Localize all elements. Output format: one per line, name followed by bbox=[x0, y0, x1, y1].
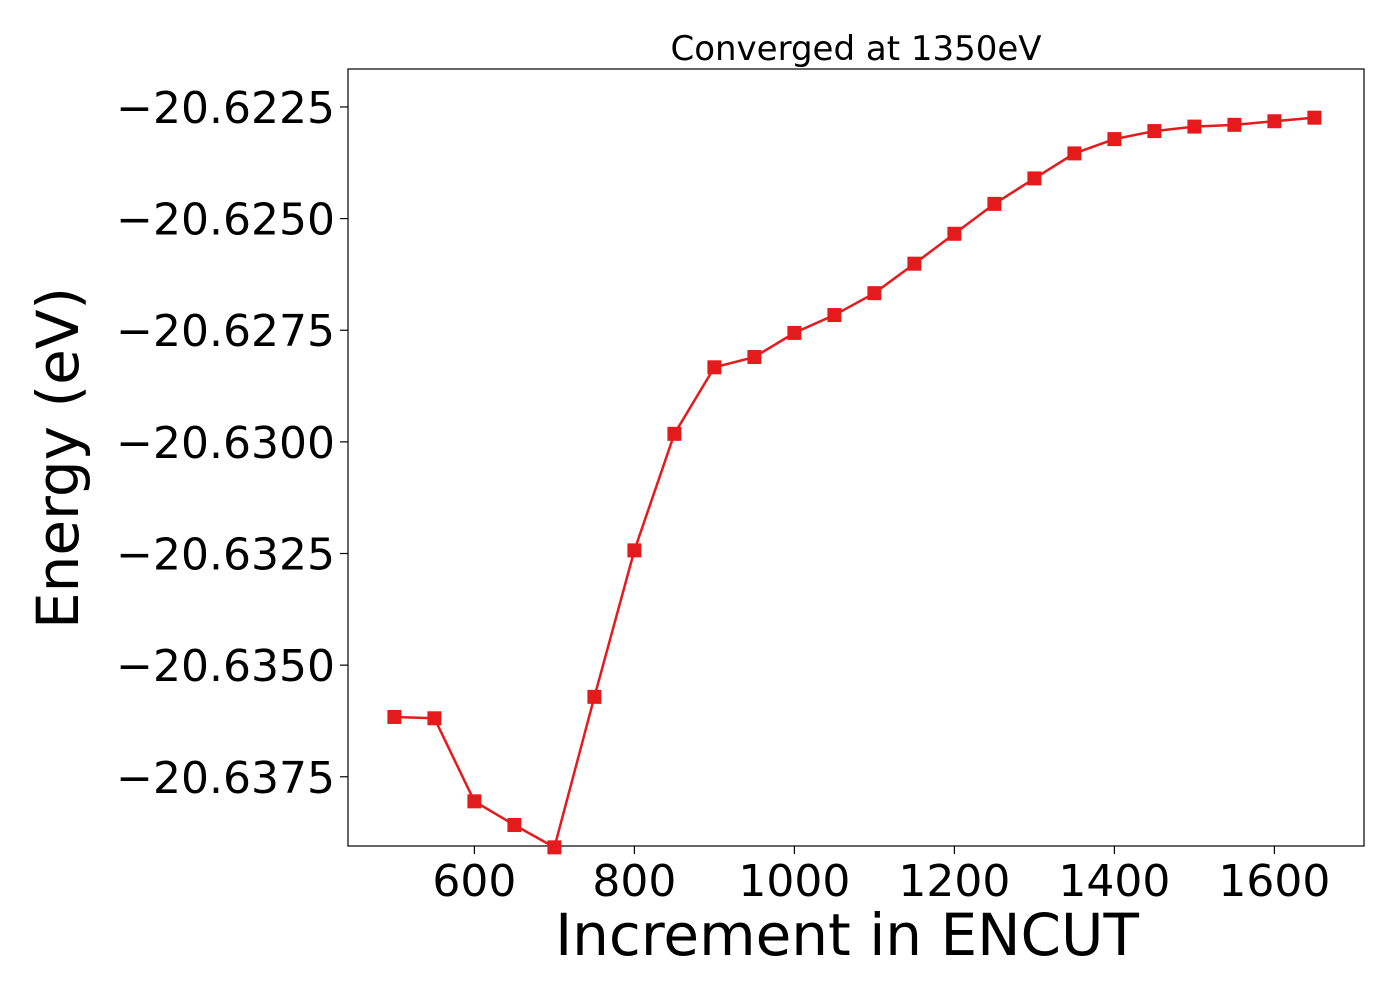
x-tick-label: 1400 bbox=[1058, 856, 1170, 907]
data-point-marker bbox=[507, 818, 522, 833]
data-point-marker bbox=[1147, 124, 1162, 139]
data-point-marker bbox=[987, 196, 1002, 211]
data-point-marker bbox=[707, 360, 722, 375]
data-point-marker bbox=[547, 840, 562, 855]
data-point-marker bbox=[1267, 114, 1282, 129]
chart-title: Converged at 1350eV bbox=[670, 29, 1041, 69]
x-tick-label: 600 bbox=[432, 856, 516, 907]
data-point-marker bbox=[587, 689, 602, 704]
data-point-marker bbox=[1067, 146, 1082, 161]
x-tick-label: 800 bbox=[592, 856, 676, 907]
y-axis-ticks: −20.6375 −20.6350 −20.6325 −20.6300 −20.6275… bbox=[116, 83, 348, 804]
y-tick-label: −20.6325 bbox=[116, 530, 335, 581]
x-axis-ticks: 600 800 1000 1200 1400 1600 bbox=[432, 846, 1330, 907]
x-tick-label: 1000 bbox=[738, 856, 850, 907]
x-tick-label: 1600 bbox=[1218, 856, 1330, 907]
y-tick-label: −20.6375 bbox=[116, 753, 335, 804]
data-point-marker bbox=[827, 308, 842, 323]
y-axis-label: Energy (eV) bbox=[24, 287, 92, 629]
y-tick-label: −20.6225 bbox=[116, 83, 335, 134]
data-point-marker bbox=[467, 794, 482, 809]
y-tick-label: −20.6275 bbox=[116, 306, 335, 357]
data-point-marker bbox=[627, 543, 642, 558]
y-tick-label: −20.6250 bbox=[116, 195, 335, 246]
data-point-marker bbox=[787, 325, 802, 340]
data-point-marker bbox=[747, 350, 762, 365]
plot-area bbox=[347, 68, 1365, 847]
data-point-marker bbox=[1227, 117, 1242, 132]
y-tick-label: −20.6350 bbox=[116, 641, 335, 692]
data-point-marker bbox=[907, 256, 922, 271]
data-point-marker bbox=[1187, 119, 1202, 134]
series-layer bbox=[387, 110, 1322, 855]
x-axis-label: Increment in ENCUT bbox=[555, 901, 1139, 969]
data-point-marker bbox=[947, 226, 962, 241]
data-point-marker bbox=[1307, 110, 1322, 125]
data-point-marker bbox=[387, 709, 402, 724]
data-point-marker bbox=[867, 286, 882, 301]
data-point-marker bbox=[667, 426, 682, 441]
data-point-marker bbox=[1027, 171, 1042, 186]
y-tick-label: −20.6300 bbox=[116, 418, 335, 469]
x-tick-label: 1200 bbox=[898, 856, 1010, 907]
data-point-marker bbox=[427, 711, 442, 726]
data-point-marker bbox=[1107, 132, 1122, 147]
